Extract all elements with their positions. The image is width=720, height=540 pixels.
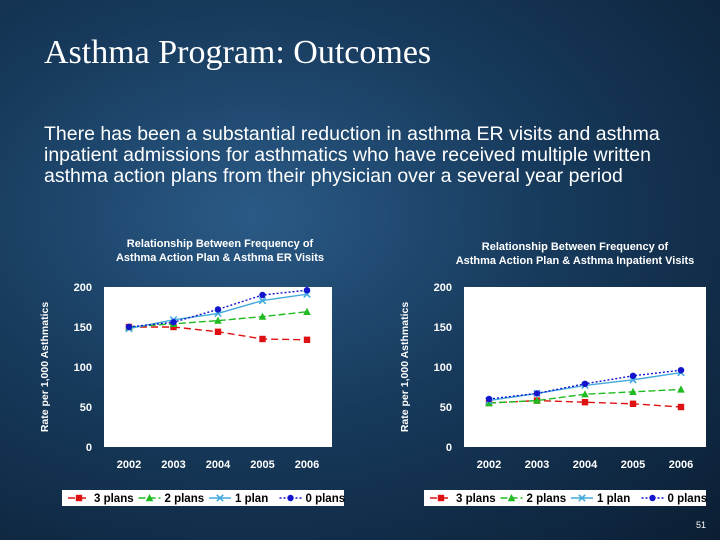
chart-1-data-point-3-plans [303, 336, 311, 343]
chart-1-data-point-3-plans [259, 335, 266, 343]
chart-1-legend-marker [287, 494, 294, 502]
chart-2-legend-marker [578, 494, 586, 502]
chart-2-legend-marker [649, 494, 656, 502]
chart-2-legend-marker [437, 494, 445, 502]
chart-2-data-point-3-plans [581, 399, 589, 406]
chart-1-title-line-1: Relationship Between Frequency of [126, 238, 314, 250]
chart-2-x-tick-label: 2004 [573, 459, 598, 471]
chart-2-data-point-0-plans [533, 390, 541, 397]
chart-1-data-point-0-plans [259, 291, 266, 299]
chart-2-y-axis-label: Rate per 1,000 Asthmatics [399, 302, 411, 432]
chart-2-title-line-1: Relationship Between Frequency of [481, 241, 669, 253]
chart-2-legend-label: 3 plans [456, 493, 496, 505]
intro-paragraph: There has been a substantial reduction i… [44, 123, 660, 187]
chart-1-data-point-1-plan [258, 296, 267, 305]
chart-1-legend [62, 490, 344, 506]
chart-1-y-tick-label: 100 [74, 362, 92, 374]
chart-2-y-tick-label: 0 [446, 442, 452, 454]
chart-2-data-point-2-plans [485, 399, 493, 407]
chart-2-x-tick-label: 2005 [621, 459, 645, 471]
chart-2-x-tick-label: 2003 [525, 459, 549, 471]
chart-2-x-tick-label: 2002 [477, 459, 501, 471]
chart-2-legend-label: 0 plans [668, 493, 708, 505]
chart-1-data-point-0-plans [125, 323, 133, 331]
chart-2-data-point-2-plans [581, 390, 589, 398]
chart-1-legend-label: 2 plans [165, 493, 205, 505]
chart-2-y-tick-label: 50 [440, 402, 452, 414]
chart-2-plot-area [464, 287, 706, 447]
chart-2-series-line-3-plans [488, 399, 682, 408]
chart-2-data-point-2-plans [533, 396, 541, 404]
slide-title: Asthma Program: Outcomes [44, 34, 432, 71]
chart-2-legend [424, 490, 706, 506]
chart-1-legend-label: 1 plan [235, 493, 268, 505]
chart-2-legend-label: 2 plans [527, 493, 567, 505]
chart-2-legend-marker [507, 494, 516, 502]
chart-2-data-point-2-plans [677, 385, 685, 393]
chart-1-x-tick-label: 2003 [161, 459, 185, 471]
chart-2-title-line-2: Asthma Action Plan & Asthma Inpatient Vi… [455, 254, 695, 267]
chart-1-title-line-2: Asthma Action Plan & Asthma ER Visits [115, 251, 325, 264]
chart-1-y-tick-label: 0 [86, 442, 92, 454]
chart-1-series-line-0-plans [128, 289, 308, 328]
chart-1-data-point-0-plans [303, 287, 311, 294]
chart-2-y-tick-label: 200 [434, 282, 452, 294]
chart-2-y-tick-label: 100 [434, 362, 452, 374]
chart-1-data-point-3-plans [214, 328, 222, 335]
chart-1-y-tick-label: 150 [74, 322, 92, 334]
chart-2-data-point-3-plans [629, 400, 637, 407]
chart-2-data-point-0-plans [581, 380, 589, 387]
chart-1-y-tick-label: 200 [74, 282, 92, 294]
chart-2-data-point-0-plans [485, 395, 493, 403]
chart-2-data-point-2-plans [629, 387, 637, 395]
chart-2-data-point-0-plans [677, 367, 685, 374]
chart-2-data-point-0-plans [629, 372, 637, 379]
chart-1-legend-marker [145, 494, 154, 502]
chart-2-x-tick-label: 2006 [669, 459, 693, 471]
chart-1-data-point-0-plans [170, 319, 177, 326]
chart-2-data-point-3-plans [677, 403, 685, 411]
chart-1-x-tick-label: 2006 [295, 459, 319, 471]
chart-1-y-tick-label: 50 [80, 402, 92, 414]
chart-1-x-tick-label: 2004 [206, 459, 231, 471]
chart-1-legend-label: 3 plans [94, 493, 134, 505]
chart-2-y-tick-label: 150 [434, 322, 452, 334]
page-number: 51 [696, 520, 707, 530]
chart-1-data-point-0-plans [214, 306, 222, 313]
chart-1-title: Relationship Between Frequency of Asthma… [70, 238, 370, 265]
chart-1-data-point-2-plans [303, 307, 311, 315]
chart-2-title: Relationship Between Frequency of Asthma… [425, 241, 720, 268]
chart-1-legend-label: 0 plans [306, 493, 346, 505]
chart-1-x-tick-label: 2005 [250, 459, 274, 471]
chart-1-data-point-2-plans [214, 316, 222, 324]
chart-1-x-tick-label: 2002 [117, 459, 141, 471]
chart-1-data-point-2-plans [258, 312, 267, 320]
chart-1-legend-marker [75, 494, 83, 502]
chart-2-legend-label: 1 plan [597, 493, 630, 505]
chart-1-y-axis-label: Rate per 1,000 Asthmatics [39, 302, 51, 432]
chart-1-legend-marker [216, 494, 224, 502]
